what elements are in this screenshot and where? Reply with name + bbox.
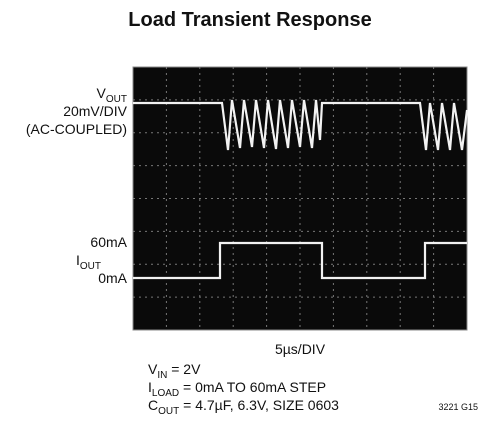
note-sub: OUT [158,406,179,417]
page-body: {"title": "Load Transient Response", "vo… [0,0,497,423]
note-rest: = 2V [167,361,201,377]
note-main: C [148,397,158,413]
note-sub: IN [157,370,167,381]
title: Load Transient Response [128,9,371,31]
vout-scale: 20mV/DIV [63,103,127,119]
page: body { margin: 0; background: #fff; font… [0,0,497,423]
vout-label: VOUT [97,85,127,105]
note-rest: = 0mA TO 60mA STEP [179,379,326,395]
iout-high: 60mA [90,234,127,250]
iout-low: 0mA [98,270,127,286]
iout-label: IOUT [76,252,101,272]
figure-id: 3221 G15 [438,402,478,412]
note: VIN = 2V [148,361,201,381]
note: ILOAD = 0mA TO 60mA STEP [148,379,326,399]
figure: Load Transient Response VOUT 20mV/DIV (A… [0,0,497,423]
note: COUT = 4.7µF, 6.3V, SIZE 0603 [148,397,339,417]
vout-coupling: (AC-COUPLED) [26,121,127,137]
time-scale: 5µs/DIV [275,341,326,357]
note-rest: = 4.7µF, 6.3V, SIZE 0603 [179,397,339,413]
